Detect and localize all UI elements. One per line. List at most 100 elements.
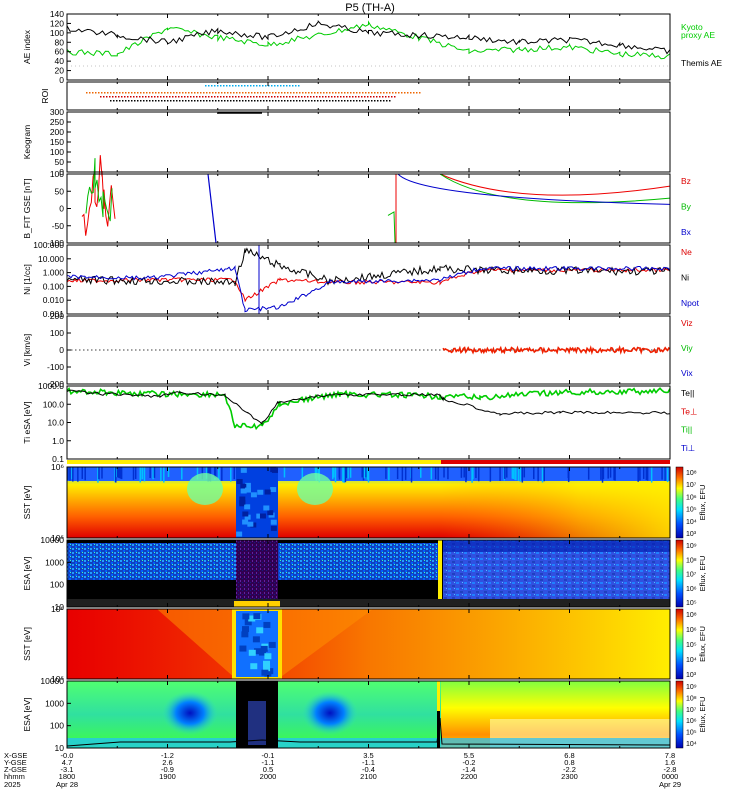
- roi-dot: [319, 96, 321, 98]
- roi-dot: [367, 96, 369, 98]
- roi-dot: [178, 96, 180, 98]
- legend-temperature-3: Ti⊥: [681, 443, 696, 453]
- roi-dot: [100, 96, 102, 98]
- sst-e-noise: [81, 467, 84, 479]
- sst-e-noise: [519, 467, 522, 482]
- sst-e-plume: [297, 473, 333, 505]
- sst-e-noise: [661, 467, 663, 480]
- colorbar-sst_e: [675, 466, 684, 539]
- roi-dot: [224, 92, 226, 94]
- sst-e-noise: [366, 467, 369, 480]
- roi-dot: [205, 85, 207, 87]
- roi-dot: [194, 100, 196, 102]
- sst-i-gap-noise: [239, 645, 247, 652]
- colorbar-tick-label: 10⁸: [686, 470, 697, 477]
- roi-dot: [260, 92, 262, 94]
- x-column-t: 0000: [662, 772, 679, 781]
- roi-dot: [214, 85, 216, 87]
- roi-dot: [416, 92, 418, 94]
- sst-e-gap-noise: [236, 531, 243, 537]
- roi-dot: [95, 92, 97, 94]
- esa-e-transition: [438, 540, 442, 607]
- roi-dot: [131, 92, 133, 94]
- roi-dot: [253, 85, 255, 87]
- colorbar-tick-label: 10⁶: [686, 627, 697, 634]
- roi-dot: [401, 92, 403, 94]
- roi-dot: [179, 92, 181, 94]
- roi-dot: [119, 92, 121, 94]
- sst-i-gap-noise: [248, 649, 256, 656]
- sst-e-noise: [443, 467, 445, 478]
- y-tick-label: 40: [55, 56, 65, 66]
- roi-dot: [212, 100, 214, 102]
- sst-i-wedge-left: [157, 609, 236, 679]
- legend-temperature-1: Te⊥: [681, 406, 698, 416]
- roi-dot: [346, 96, 348, 98]
- sst-e-noise: [149, 467, 151, 478]
- roi-dot: [359, 92, 361, 94]
- roi-dot: [308, 100, 310, 102]
- roi-dot: [217, 85, 219, 87]
- roi-dot: [194, 92, 196, 94]
- sst-e-noise: [637, 467, 639, 482]
- y-tick-label: 300: [50, 107, 64, 117]
- legend-ae-0: Kyoto: [681, 22, 703, 32]
- roi-dot: [89, 92, 91, 94]
- roi-dot: [323, 92, 325, 94]
- roi-dot: [254, 92, 256, 94]
- roi-dot: [164, 100, 166, 102]
- bx-decay: [397, 173, 671, 205]
- roi-dot: [341, 100, 343, 102]
- sst-e-noise: [609, 467, 612, 478]
- roi-dot: [232, 96, 234, 98]
- y-tick-label: 10000: [40, 535, 64, 545]
- y-tick-label: -100: [47, 362, 64, 372]
- roi-dot: [244, 96, 246, 98]
- roi-dot: [196, 96, 198, 98]
- roi-dot: [410, 92, 412, 94]
- roi-dot: [329, 92, 331, 94]
- roi-dot: [377, 92, 379, 94]
- roi-dot: [256, 85, 258, 87]
- roi-dot: [235, 85, 237, 87]
- roi-dot: [229, 85, 231, 87]
- sst-e-noise: [613, 467, 615, 481]
- roi-dot: [283, 85, 285, 87]
- roi-dot: [379, 96, 381, 98]
- sst-i-gap-noise: [250, 663, 258, 670]
- roi-dot: [272, 100, 274, 102]
- sst-e-noise: [205, 467, 208, 479]
- roi-dot: [149, 100, 151, 102]
- y-axis-label: SST [eV]: [22, 627, 32, 661]
- y-tick-label: 10⁵: [51, 674, 64, 684]
- sst-i-gap-noise: [263, 665, 271, 672]
- x-column-y: 0.8: [564, 758, 574, 767]
- sst-e-noise: [71, 467, 73, 480]
- roi-dot: [269, 100, 271, 102]
- roi-dot: [290, 92, 292, 94]
- roi-dot: [298, 85, 300, 87]
- sst-e-noise: [515, 467, 517, 481]
- roi-dot: [286, 96, 288, 98]
- sst-e-gap-noise: [264, 489, 271, 495]
- roi-dot: [247, 85, 249, 87]
- x-column-z: -2.8: [664, 765, 677, 774]
- roi-dot: [233, 100, 235, 102]
- y-tick-label: 1000.0: [38, 381, 64, 391]
- roi-dot: [380, 92, 382, 94]
- roi-dot: [128, 92, 130, 94]
- roi-dot: [356, 92, 358, 94]
- roi-dot: [275, 92, 277, 94]
- y-tick-label: 80: [55, 37, 65, 47]
- colorbar-sst_i: [675, 608, 684, 680]
- roi-dot: [257, 100, 259, 102]
- roi-dot: [161, 92, 163, 94]
- roi-dot: [193, 96, 195, 98]
- esa-e-right-top: [443, 540, 670, 552]
- x-row-label: 2025: [4, 780, 21, 789]
- panel-frame-keogram: [66, 111, 671, 173]
- x-column-y: 1.6: [665, 758, 675, 767]
- roi-dot: [185, 92, 187, 94]
- sst-e-gap-noise: [263, 505, 270, 511]
